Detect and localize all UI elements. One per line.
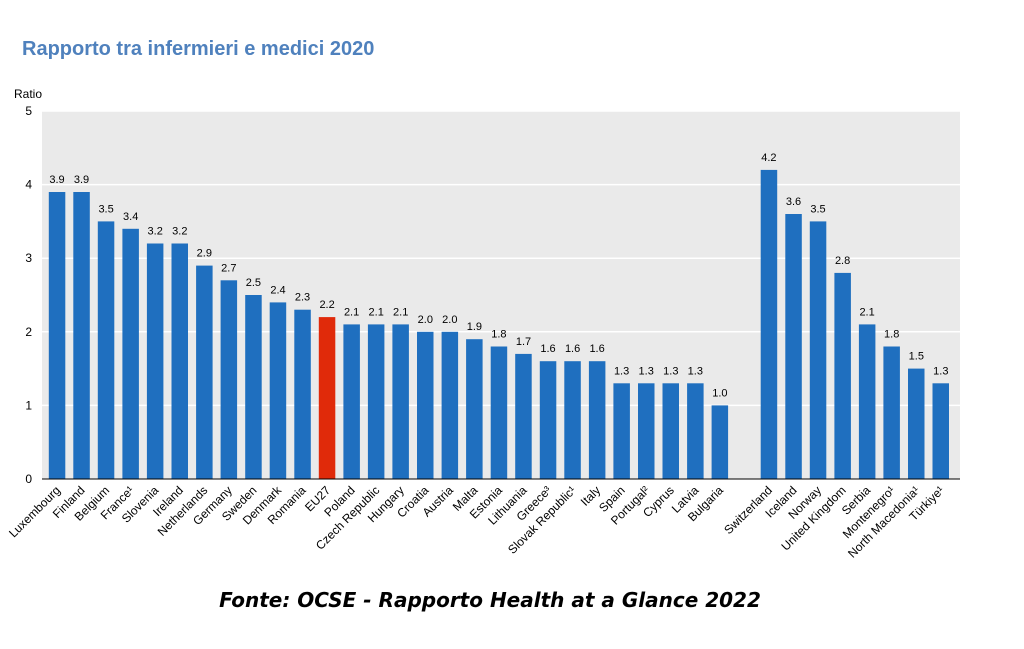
bar [196,265,213,479]
data-label: 1.3 [614,365,629,377]
source-caption: Fonte: OCSE - Rapporto Health at a Glanc… [219,588,761,612]
data-label: 3.9 [74,174,89,186]
data-label: 2.9 [197,248,212,260]
bar [883,346,900,479]
y-tick-label: 5 [25,104,32,118]
data-label: 2.8 [835,255,850,267]
bar [613,383,630,479]
bar [834,272,851,479]
data-label: 2.1 [859,306,874,318]
bar [146,243,164,479]
bar [908,368,925,479]
bar [490,346,508,479]
bar [343,324,360,479]
y-axis-ticks: 0 1 2 3 4 5 [25,104,32,486]
bar [97,221,115,479]
data-label: 3.6 [786,196,801,208]
data-label: 1.3 [663,365,678,377]
bar [662,383,679,479]
data-label: 3.2 [148,226,163,238]
data-label: 1.6 [540,343,555,355]
data-label: 1.3 [933,365,948,377]
bar [122,228,139,479]
data-label: 1.7 [516,336,531,348]
data-label: 2.5 [246,277,261,289]
data-label: 2.3 [295,292,310,304]
y-tick-label: 0 [25,472,32,486]
bar [539,361,557,479]
bar [760,169,778,479]
data-label: 1.6 [589,343,604,355]
bar [638,383,655,479]
data-label: 3.4 [123,211,138,223]
data-label: 1.8 [491,329,506,341]
data-label: 2.4 [270,284,285,296]
data-label: 1.5 [909,351,924,363]
category-labels: LuxembourgFinlandBelgiumFrance¹SloveniaI… [6,483,947,561]
bar [245,295,262,479]
data-labels: 3.9 3.9 3.5 3.4 3.2 3.2 2.9 2.7 2.5 2.4 2.3 2.2 2.1 2… [49,152,948,400]
bar [294,309,311,479]
data-label: 3.5 [810,203,825,215]
y-tick-label: 1 [25,398,32,412]
data-label: 2.0 [442,314,457,326]
data-label: 2.0 [418,314,433,326]
data-label: 3.2 [172,226,187,238]
data-label: 1.0 [712,387,727,399]
data-label: 1.6 [565,343,580,355]
bar [711,405,729,479]
bar [220,280,238,479]
data-label: 2.1 [393,306,408,318]
data-label: 3.9 [49,174,64,186]
bar [564,361,581,479]
bars [48,169,949,479]
data-label: 1.8 [884,329,899,341]
bar [73,192,90,479]
data-label: 2.1 [344,306,359,318]
y-tick-label: 4 [25,178,32,192]
data-label: 1.3 [688,365,703,377]
bar [687,383,704,479]
chart-title: Rapporto tra infermieri e medici 2020 [22,38,375,60]
bar [858,324,876,479]
bar [809,221,827,479]
bar [48,192,66,479]
data-label: 2.7 [221,262,236,274]
bar [417,331,434,479]
data-label: 4.2 [761,152,776,164]
bar [441,331,459,479]
bar [367,324,385,479]
data-label: 1.9 [467,321,482,333]
data-label: 2.2 [319,299,334,311]
data-label: 2.1 [369,306,384,318]
y-axis-label: Ratio [14,87,42,101]
bar [171,243,188,479]
y-tick-label: 2 [25,325,32,339]
bar [785,214,802,479]
bar [588,361,606,479]
bar [269,302,287,479]
data-label: 1.3 [639,365,654,377]
bar [466,339,483,479]
bar [932,383,949,479]
y-tick-label: 3 [25,251,32,265]
bar [515,353,532,479]
bar [318,317,336,479]
data-label: 3.5 [98,203,113,215]
bar [392,324,409,479]
